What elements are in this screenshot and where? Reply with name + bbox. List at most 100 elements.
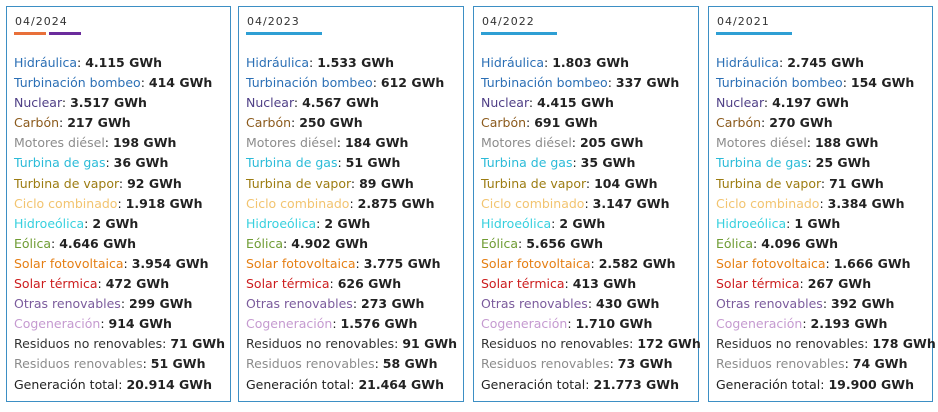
month-card-1: 04/2023 Hidráulica: 1.533 GWh Turbinación…: [238, 6, 464, 402]
source-label: Hidroeólica: [246, 215, 317, 231]
month-card-3: 04/2021 Hidráulica: 2.745 GWh Turbinación…: [708, 6, 936, 402]
generation-row: Turbinación bombeo: 154 GWh: [716, 73, 928, 93]
generation-row: Residuos no renovables: 178 GWh: [716, 334, 936, 354]
generation-value: 2 GWh: [559, 215, 606, 231]
generation-row: Hidroeólica: 2 GWh: [246, 214, 459, 234]
label-separator: :: [162, 336, 171, 352]
source-label: Carbón: [716, 115, 762, 131]
label-separator: :: [293, 95, 303, 111]
generation-value: 92 GWh: [127, 175, 182, 191]
generation-row: Otras renovables: 299 GWh: [14, 294, 226, 314]
source-label: Hidráulica: [14, 55, 78, 70]
label-separator: :: [372, 75, 381, 91]
generation-row: Hidroeólica: 2 GWh: [481, 214, 694, 234]
generation-row: Residuos renovables: 74 GWh: [716, 354, 928, 374]
generation-row: Otras renovables: 273 GWh: [246, 294, 459, 314]
generation-value: 73 GWh: [617, 356, 673, 372]
label-separator: :: [309, 55, 318, 70]
generation-value: 4.567 GWh: [302, 95, 379, 111]
generation-row: Cogeneración: 1.710 GWh: [481, 314, 694, 334]
card-month-title: 04/2022: [482, 15, 535, 28]
label-separator: :: [844, 356, 853, 372]
generation-row: Solar fotovoltaica: 3.775 GWh: [246, 254, 459, 274]
label-separator: :: [104, 135, 113, 151]
generation-value: 299 GWh: [129, 296, 193, 312]
label-separator: :: [572, 155, 581, 171]
label-separator: :: [350, 376, 359, 392]
generation-value: 188 GWh: [814, 135, 879, 151]
generation-value: 91 GWh: [402, 336, 458, 352]
generation-row: Solar térmica: 626 GWh: [246, 274, 459, 294]
label-separator: :: [123, 255, 132, 271]
source-label: Generación total: [246, 376, 351, 392]
label-separator: :: [609, 356, 618, 372]
source-label: Carbón: [481, 115, 527, 131]
source-label: Nuclear: [481, 95, 529, 111]
generation-row: Turbina de vapor: 71 GWh: [716, 174, 928, 194]
label-separator: :: [117, 195, 126, 211]
source-label: Motores diésel: [716, 135, 807, 151]
generation-value: 3.147 GWh: [592, 195, 670, 211]
generation-row: Carbón: 691 GWh: [481, 113, 694, 133]
label-separator: :: [526, 115, 535, 131]
generation-row: Residuos renovables: 58 GWh: [246, 354, 459, 374]
generation-row: Turbinación bombeo: 414 GWh: [14, 73, 226, 93]
generation-row: Hidráulica: 1.803 GWh: [481, 53, 694, 73]
label-separator: :: [283, 235, 292, 251]
label-separator: :: [355, 255, 364, 271]
label-separator: :: [544, 55, 553, 70]
generation-row: Turbina de vapor: 89 GWh: [246, 174, 459, 194]
generation-row: Cogeneración: 1.576 GWh: [246, 314, 459, 334]
month-card-0: 04/2024 Hidráulica: 4.115 GWh Turbinación…: [6, 6, 231, 402]
generation-row: Motores diésel: 188 GWh: [716, 133, 928, 153]
generation-row: Solar fotovoltaica: 3.954 GWh: [14, 254, 226, 274]
label-separator: :: [567, 316, 576, 332]
source-label: Solar fotovoltaica: [14, 255, 124, 271]
label-separator: :: [763, 95, 773, 111]
source-label: Residuos renovables: [14, 356, 143, 372]
source-label: Otras renovables: [246, 296, 353, 312]
label-separator: :: [336, 135, 345, 151]
generation-row: Residuos renovables: 73 GWh: [481, 354, 694, 374]
generation-row: Turbina de gas: 51 GWh: [246, 153, 459, 173]
generation-value: 154 GWh: [850, 75, 915, 91]
generation-value: 20.914 GWh: [126, 376, 212, 392]
label-separator: :: [394, 336, 403, 352]
generation-row: Ciclo combinado: 2.875 GWh: [246, 194, 459, 214]
source-label: Turbinación bombeo: [14, 75, 141, 91]
source-label: Solar térmica: [481, 276, 565, 292]
source-label: Eólica: [14, 235, 52, 251]
source-label: Solar fotovoltaica: [481, 255, 591, 271]
card-color-bars: [14, 32, 81, 35]
generation-value: 472 GWh: [105, 276, 170, 292]
card-month-title: 04/2024: [15, 15, 68, 28]
source-label: Residuos renovables: [246, 356, 375, 372]
label-separator: :: [585, 175, 595, 191]
generation-row: Eólica: 4.096 GWh: [716, 234, 928, 254]
label-separator: :: [84, 215, 93, 231]
label-separator: :: [607, 75, 616, 91]
source-label: Turbina de gas: [246, 155, 338, 171]
generation-row: Residuos no renovables: 71 GWh: [14, 334, 226, 354]
generation-row: Carbón: 217 GWh: [14, 113, 226, 133]
label-separator: :: [329, 276, 338, 292]
generation-value: 19.900 GWh: [828, 376, 914, 392]
generation-value: 273 GWh: [361, 296, 425, 312]
generation-value: 21.464 GWh: [358, 376, 444, 392]
source-label: Otras renovables: [14, 296, 121, 312]
source-label: Solar fotovoltaica: [246, 255, 356, 271]
label-separator: :: [291, 115, 300, 131]
generation-row: Carbón: 270 GWh: [716, 113, 928, 133]
source-label: Turbina de gas: [481, 155, 573, 171]
label-separator: :: [118, 376, 127, 392]
generation-value: 4.902 GWh: [291, 235, 369, 251]
label-separator: :: [349, 195, 358, 211]
source-label: Motores diésel: [14, 135, 105, 151]
label-separator: :: [799, 276, 808, 292]
generation-row: Cogeneración: 2.193 GWh: [716, 314, 928, 334]
card-color-bars: [481, 32, 557, 35]
generation-row: Generación total: 19.900 GWh: [716, 375, 928, 395]
generation-value: 2.875 GWh: [357, 195, 435, 211]
label-separator: :: [802, 316, 811, 332]
card-color-bar: [481, 32, 557, 35]
